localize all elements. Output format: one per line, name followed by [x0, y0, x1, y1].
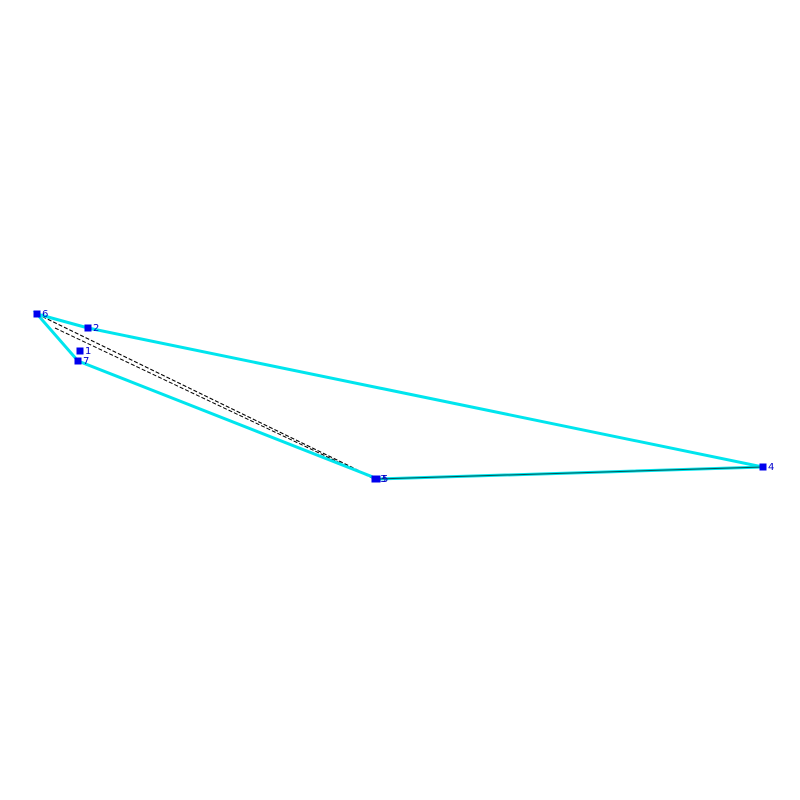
dashed-edge: [54, 327, 373, 479]
node-label: 7: [83, 356, 89, 367]
node-marker: [759, 463, 767, 471]
node-marker: [33, 310, 41, 318]
node-label: 1: [85, 346, 91, 357]
inner-edge: [377, 466, 764, 480]
node-marker: [84, 324, 92, 332]
node-label: 4: [768, 462, 774, 473]
node-marker: [76, 347, 84, 355]
node-label: 5: [382, 474, 388, 485]
dashed-edge: [36, 313, 373, 478]
outline: [32, 311, 764, 481]
edges: [32, 311, 764, 481]
node-label: 2: [93, 323, 99, 334]
node-marker: [373, 475, 381, 483]
node-label: 6: [42, 309, 48, 320]
nodes: 1 2 3 4 5 6 7: [33, 309, 774, 485]
node-label: 3: [380, 474, 386, 485]
node-marker: [74, 357, 82, 365]
